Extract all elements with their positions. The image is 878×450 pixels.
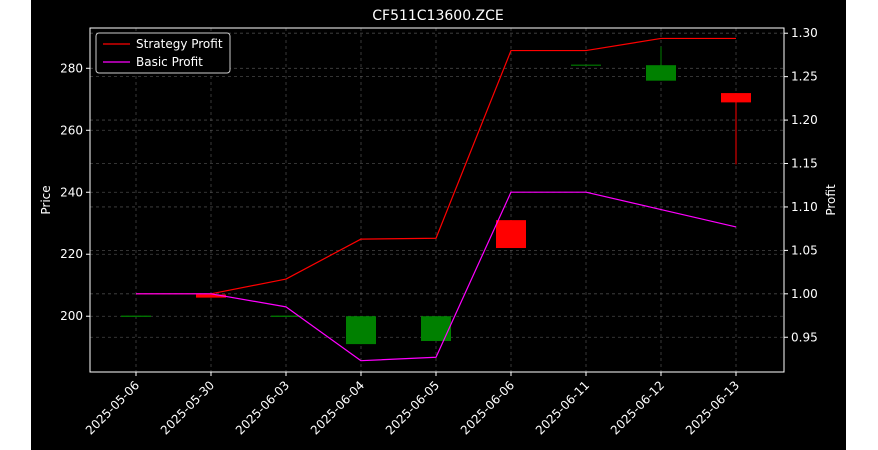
- left-tick-label: 200: [60, 309, 83, 323]
- candle-body: [346, 316, 376, 345]
- legend-label-basic: Basic Profit: [136, 55, 203, 69]
- candle-body: [496, 220, 526, 249]
- left-tick-label: 240: [60, 185, 83, 199]
- right-tick-label: 0.95: [791, 330, 818, 344]
- left-y-axis: 200 220 240 260 280: [60, 61, 90, 323]
- strategy-profit-line: [136, 37, 736, 295]
- right-tick-label: 1.30: [791, 26, 818, 40]
- profit-lines: [136, 37, 737, 362]
- right-tick-label: 1.10: [791, 200, 818, 214]
- candle-body: [196, 294, 226, 298]
- left-tick-label: 260: [60, 123, 83, 137]
- candle-body: [721, 93, 751, 103]
- legend: Strategy Profit Basic Profit: [95, 32, 231, 74]
- candle-body: [646, 65, 676, 81]
- legend-box: [95, 32, 231, 74]
- figure-background: [31, 0, 846, 450]
- right-tick-label: 1.00: [791, 287, 818, 301]
- candle-body: [421, 316, 451, 342]
- left-tick-label: 220: [60, 247, 83, 261]
- right-axis-label: Profit: [824, 184, 838, 216]
- basic-profit-line: [136, 191, 737, 362]
- right-tick-label: 1.20: [791, 113, 818, 127]
- right-tick-label: 1.25: [791, 70, 818, 84]
- left-tick-label: 280: [60, 61, 83, 75]
- right-y-axis: 0.95 1.00 1.05 1.10 1.15 1.20 1.25 1.30: [784, 26, 818, 344]
- right-tick-label: 1.05: [791, 243, 818, 257]
- legend-label-strategy: Strategy Profit: [136, 37, 223, 51]
- chart-title: CF511C13600.ZCE: [372, 8, 504, 24]
- left-axis-label: Price: [39, 185, 53, 214]
- right-tick-label: 1.15: [791, 157, 818, 171]
- candlestick-series: [121, 46, 751, 345]
- plot-frame: [89, 27, 785, 373]
